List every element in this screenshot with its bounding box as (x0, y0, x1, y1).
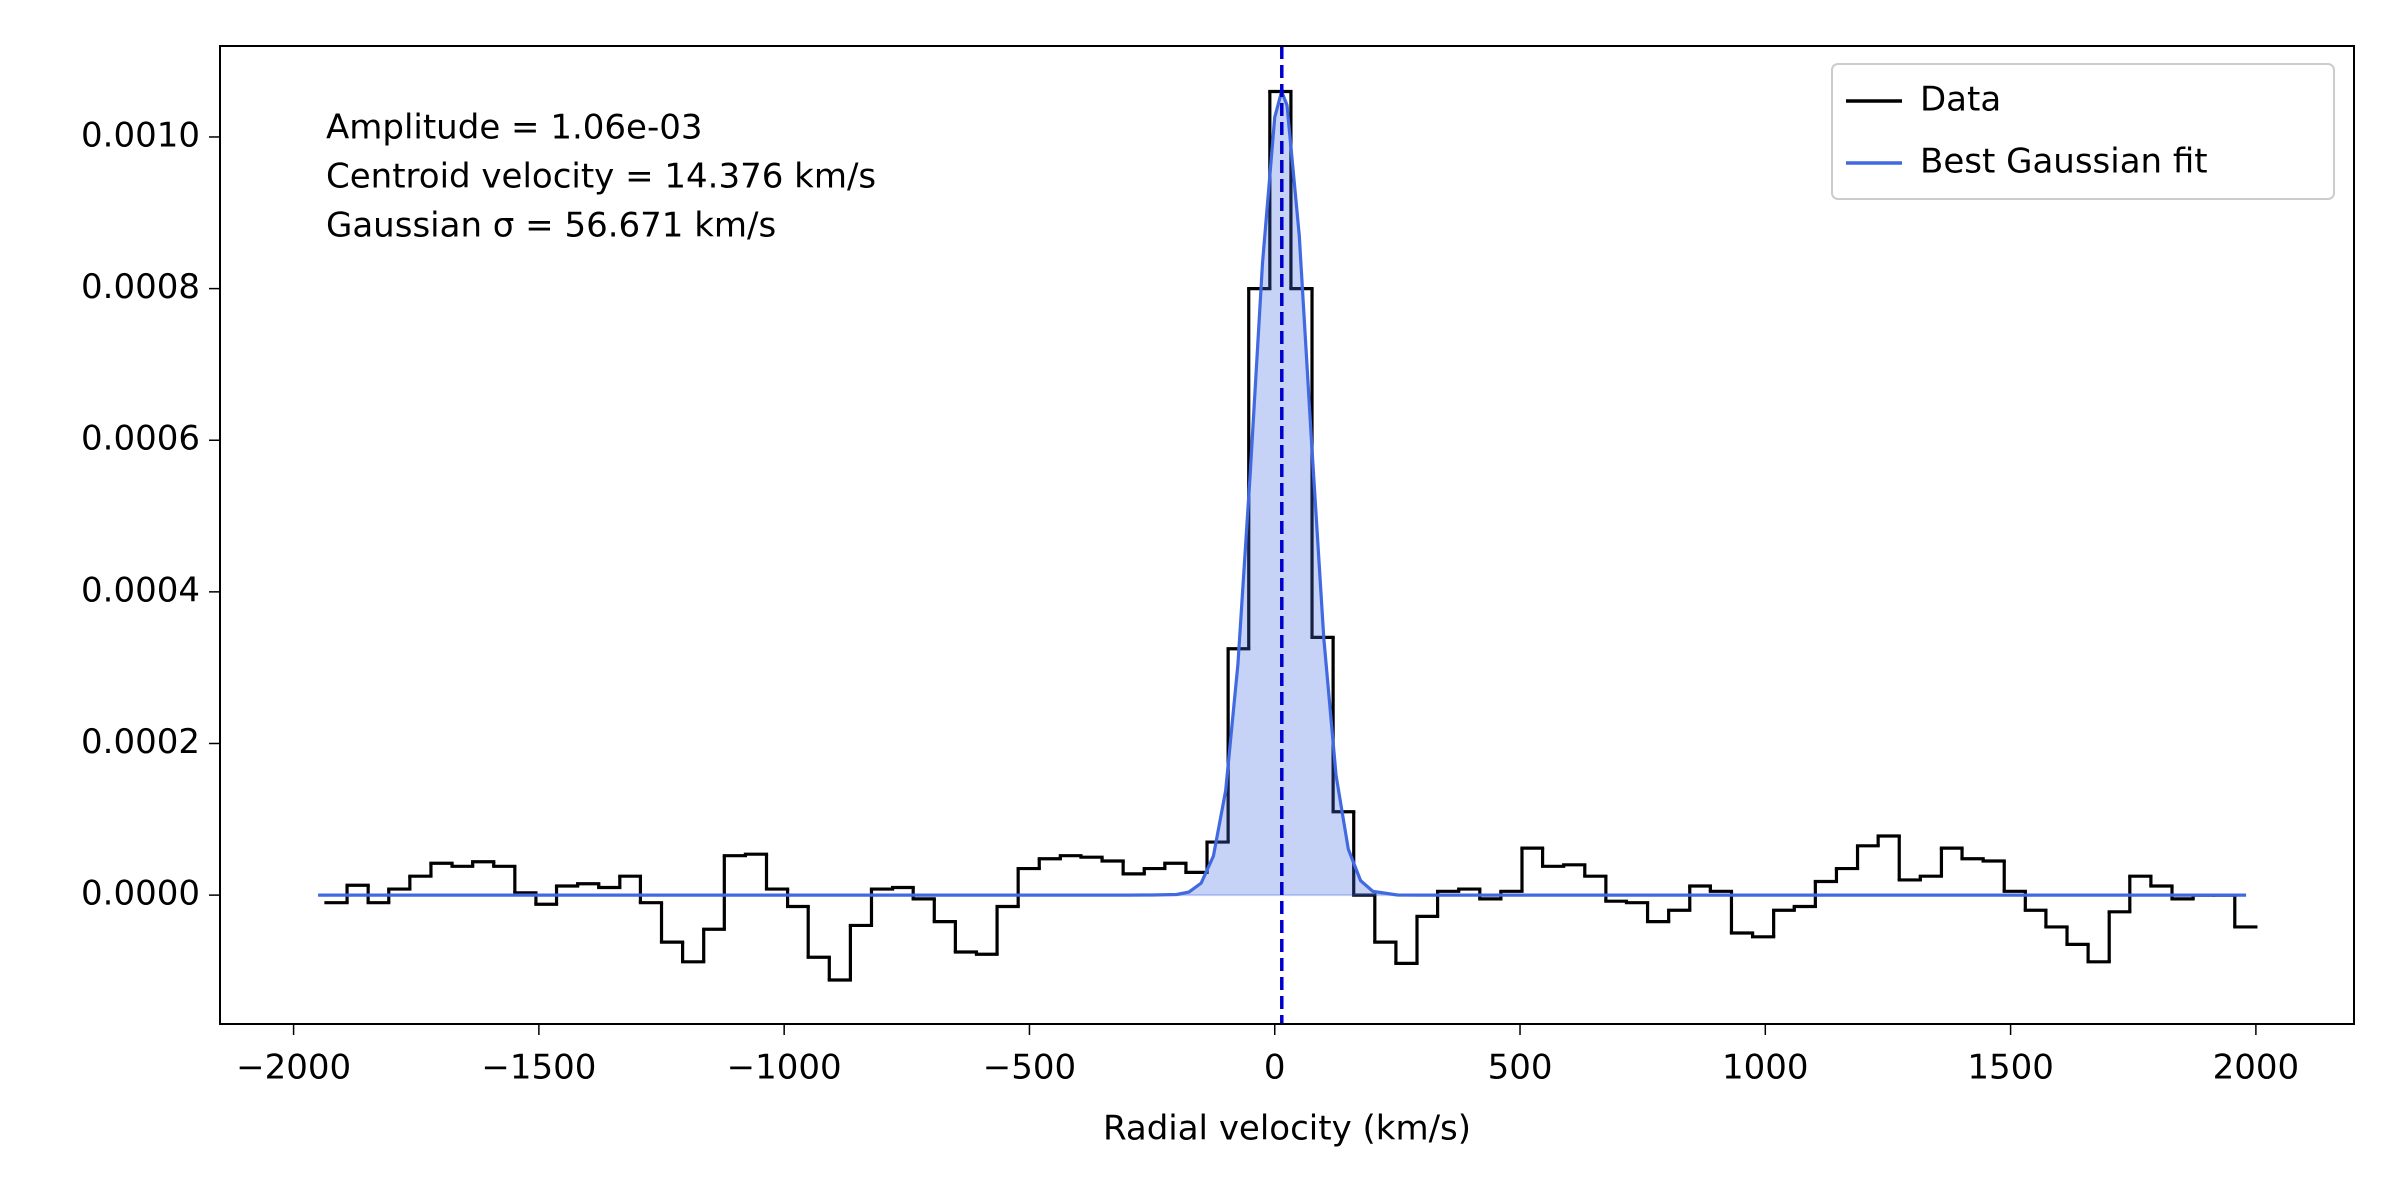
annotation: Gaussian σ = 56.671 km/s (326, 206, 776, 246)
legend-box (1831, 63, 2335, 200)
y-tick-label: 0.0004 (81, 570, 200, 610)
y-tick-label: 0.0000 (81, 874, 200, 914)
fit-line (318, 86, 2247, 897)
x-tick-label: 1000 (1722, 1048, 1809, 1088)
x-tick-label: −1500 (481, 1048, 596, 1088)
x-tick-label: 0 (1264, 1048, 1286, 1088)
legend-label: Data (1920, 80, 2001, 120)
x-tick-label: −500 (983, 1048, 1076, 1088)
y-tick-label: 0.0008 (81, 267, 200, 307)
y-tick-label: 0.0010 (81, 115, 200, 155)
annotation: Amplitude = 1.06e-03 (326, 108, 703, 148)
x-tick-label: 1500 (1967, 1048, 2054, 1088)
y-tick-label: 0.0006 (81, 419, 200, 459)
y-tick-label: 0.0002 (81, 722, 200, 762)
annotation: Centroid velocity = 14.376 km/s (326, 157, 876, 197)
axes-frame (219, 45, 2355, 1025)
x-tick-label: 2000 (2213, 1048, 2300, 1088)
x-tick-label: 500 (1488, 1048, 1553, 1088)
x-tick-label: −1000 (727, 1048, 842, 1088)
x-axis-label: Radial velocity (km/s) (1103, 1109, 1471, 1149)
plot-area (318, 46, 2258, 1024)
x-tick-label: −2000 (236, 1048, 351, 1088)
legend-label: Best Gaussian fit (1920, 142, 2208, 182)
